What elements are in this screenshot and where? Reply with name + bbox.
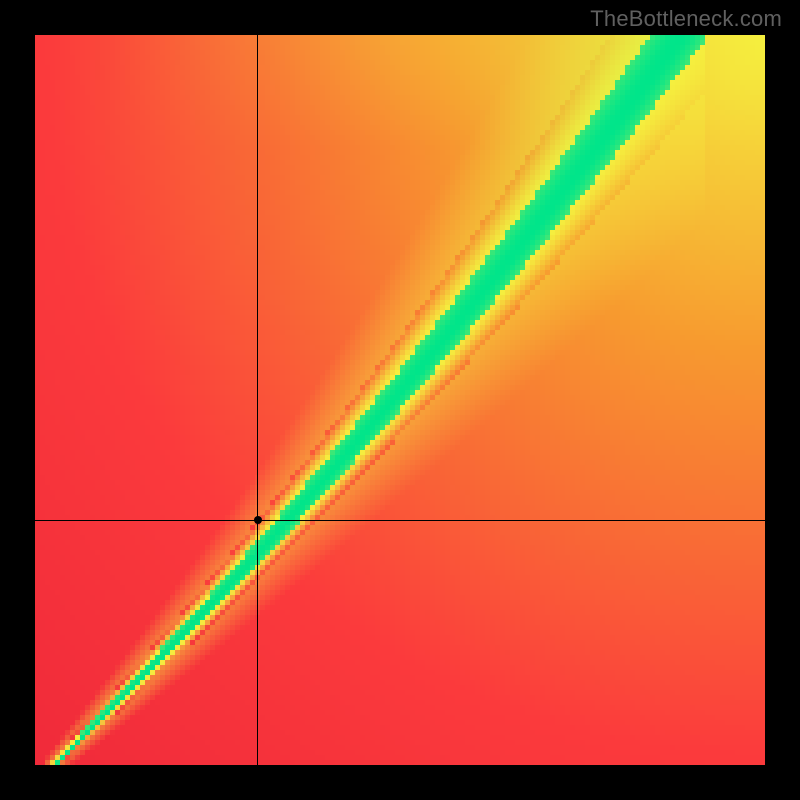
chart-stage: TheBottleneck.com — [0, 0, 800, 800]
crosshair-horizontal — [35, 520, 765, 521]
heatmap-canvas — [35, 35, 765, 765]
frame-bottom — [0, 765, 800, 800]
frame-left — [0, 0, 35, 800]
crosshair-vertical — [257, 35, 258, 765]
watermark-text: TheBottleneck.com — [590, 6, 782, 32]
frame-right — [765, 0, 800, 800]
crosshair-marker — [254, 516, 262, 524]
